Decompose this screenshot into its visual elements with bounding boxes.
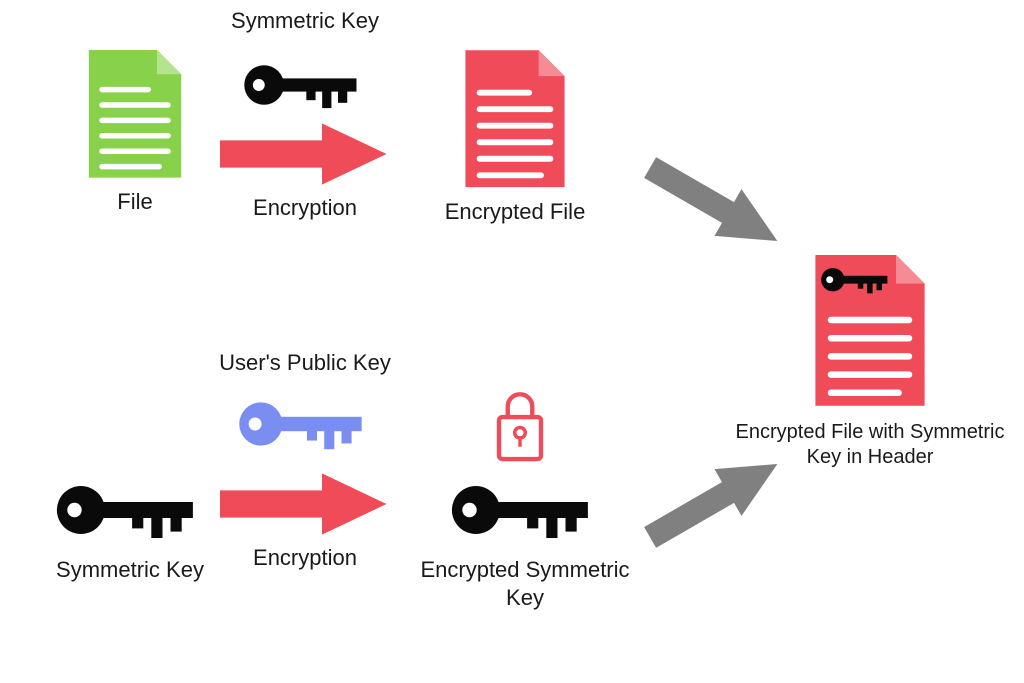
file-node: File: [55, 50, 215, 216]
file-label: File: [55, 188, 215, 216]
key-icon: [43, 470, 218, 550]
public-key-icon: [215, 388, 395, 460]
key-icon: [438, 470, 613, 550]
encrypted-sym-key-label: Encrypted Symmetric Key: [415, 556, 635, 611]
symmetric-key-top-icon: [225, 52, 385, 118]
user-public-key-label: User's Public Key: [195, 350, 415, 382]
arrow-icon: [216, 120, 394, 188]
encryption-bottom-label: Encryption: [215, 544, 395, 572]
encryption-top-label: Encryption: [215, 194, 395, 222]
encrypted-file-node: Encrypted File: [415, 50, 615, 226]
document-icon: [456, 50, 574, 192]
padlock-icon: [485, 380, 555, 468]
key-icon: [223, 388, 388, 460]
key-icon: [230, 52, 380, 118]
arrow-icon: [635, 437, 795, 564]
merge-arrow-top: [635, 142, 795, 269]
result-file-node: [770, 255, 970, 411]
diagram-stage: File Symmetric Key Encryption Encrypted …: [0, 0, 1024, 683]
symmetric-key-bottom-node: Symmetric Key: [30, 470, 230, 584]
padlock-node: [475, 380, 565, 468]
encrypted-file-label: Encrypted File: [415, 198, 615, 226]
encryption-arrow-top: Encryption: [215, 120, 395, 222]
merge-arrow-bottom: [635, 437, 795, 564]
arrow-icon: [635, 142, 795, 269]
arrow-icon: [216, 470, 394, 538]
encryption-arrow-bottom: Encryption: [215, 470, 395, 572]
document-with-key-icon: [805, 255, 935, 411]
document-icon: [80, 50, 190, 182]
symmetric-key-bottom-label: Symmetric Key: [30, 556, 230, 584]
symmetric-key-top-label: Symmetric Key: [205, 8, 405, 40]
encrypted-sym-key-node: Encrypted Symmetric Key: [415, 470, 635, 611]
